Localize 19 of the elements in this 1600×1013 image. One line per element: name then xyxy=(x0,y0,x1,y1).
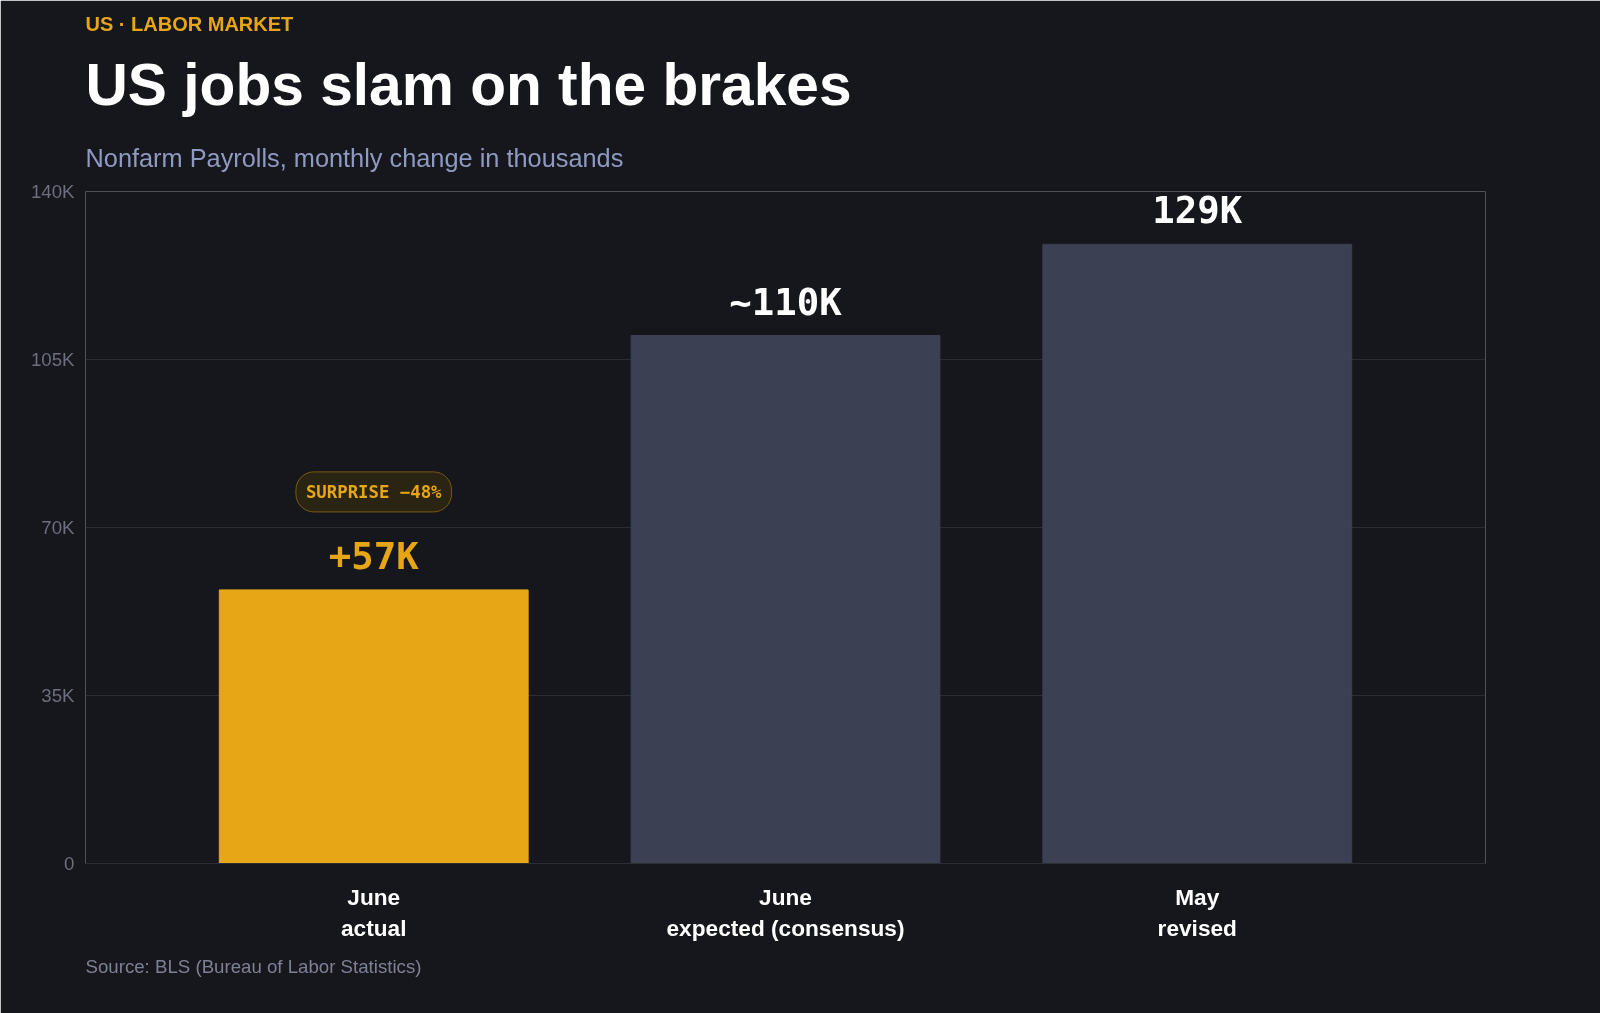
x-tick-label: June actual xyxy=(341,883,407,941)
x-tick-label: May revised xyxy=(1157,883,1237,941)
data-label: 129K xyxy=(1152,188,1243,233)
source-note: Source: BLS (Bureau of Labor Statistics) xyxy=(85,955,422,977)
bar xyxy=(1042,243,1353,864)
annotation: SURPRISE −48% xyxy=(305,481,443,502)
chart-subtitle: Nonfarm Payrolls, monthly change in thousands xyxy=(85,143,624,172)
y-tick-label: 105K xyxy=(30,349,76,370)
y-tick-label: 35K xyxy=(41,685,76,706)
bar xyxy=(630,335,941,864)
y-tick-label: 140K xyxy=(30,181,76,202)
data-label: ~110K xyxy=(729,279,843,324)
bar xyxy=(218,589,529,864)
x-tick-label: June expected (consensus) xyxy=(666,883,905,941)
y-tick-label: 70K xyxy=(41,517,76,538)
chart-title: US jobs slam on the brakes xyxy=(85,51,852,117)
data-label: +57K xyxy=(328,533,420,578)
y-tick-label: 0 xyxy=(64,853,75,874)
text: US · LABOR MARKET xyxy=(85,12,294,35)
